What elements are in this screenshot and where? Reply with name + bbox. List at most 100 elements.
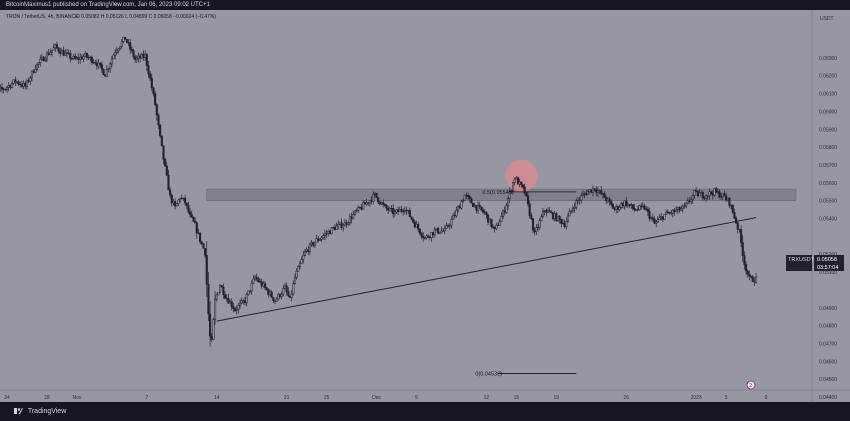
candle-body: [268, 291, 272, 295]
candle-body: [217, 292, 220, 296]
price-tick-label: 0.05400: [819, 217, 837, 223]
candle-body: [292, 283, 295, 295]
time-axis: 24 28 Nov 7 14 21 25 Dec 5 12 15 19 26 2023 5 9: [4, 395, 767, 401]
candle-body: [753, 281, 756, 283]
candle-body: [140, 54, 143, 59]
fib-layer: 0.5(0.05549) 0(0.04532): [475, 190, 577, 377]
candle-body: [285, 285, 288, 292]
candle-body: [160, 135, 163, 146]
candle-body: [104, 74, 107, 77]
price-axis-background: [812, 10, 850, 402]
candle-body: [230, 301, 233, 308]
candle: [290, 290, 293, 302]
candle-body: [740, 229, 743, 243]
candle-body: [145, 54, 148, 66]
candle: [393, 209, 396, 217]
candle-body: [390, 208, 393, 210]
candle-body: [700, 192, 703, 194]
time-tick-label: 19: [554, 395, 560, 401]
candle-body: [513, 178, 516, 183]
candle-body: [571, 208, 575, 211]
candle: [169, 187, 172, 199]
candle: [235, 305, 238, 315]
candle: [490, 218, 493, 229]
candle-body: [105, 69, 108, 77]
candle: [214, 291, 217, 325]
candle-body: [492, 226, 495, 228]
candle: [430, 232, 433, 242]
drawing-layer: [216, 217, 757, 322]
candle: [530, 212, 533, 220]
time-tick-label: 9: [765, 395, 768, 401]
candle-body: [238, 302, 242, 306]
candle-body: [640, 205, 643, 207]
candle: [184, 194, 187, 206]
candle: [467, 192, 470, 200]
candle-body: [40, 56, 44, 60]
time-tick-label: 7: [145, 395, 148, 401]
candle-body: [55, 44, 58, 49]
candle: [656, 215, 659, 223]
candle-body: [743, 255, 746, 265]
candle: [571, 205, 575, 213]
candle: [633, 204, 636, 212]
candle-body: [676, 207, 679, 211]
candle-body: [453, 215, 456, 217]
candle: [195, 221, 198, 239]
event-marker-circle[interactable]: [746, 380, 756, 390]
candle-body: [283, 285, 287, 289]
candle: [412, 217, 415, 224]
candle-body: [82, 56, 85, 60]
candle-body: [67, 52, 70, 54]
candle-body: [192, 216, 195, 222]
support-trendline[interactable]: [216, 217, 757, 322]
candle-body: [375, 192, 378, 198]
candle: [751, 274, 754, 282]
candle-body: [630, 204, 633, 206]
candle-body: [215, 294, 218, 300]
candle-body: [670, 212, 673, 214]
candle-body: [54, 44, 57, 49]
candle: [110, 55, 113, 68]
candle-body: [70, 58, 73, 60]
candle: [19, 81, 22, 88]
candle: [658, 214, 661, 221]
candle-body: [255, 276, 258, 280]
candle: [631, 204, 634, 211]
candle-body: [322, 235, 325, 239]
price-chart[interactable]: TRON / TetherUS, 4h, BINANCE O 0.05082 H…: [0, 10, 850, 402]
candle-body: [516, 177, 520, 185]
candle-body: [197, 232, 200, 234]
candle: [487, 214, 490, 226]
candle: [748, 270, 751, 281]
candle-body: [165, 165, 168, 176]
candle-body: [720, 196, 723, 198]
event-marker-label: 2: [749, 383, 752, 389]
candle-body: [270, 291, 273, 298]
price-axis: 0.06300 0.06200 0.06100 0.06000 0.05900 0.058…: [819, 56, 837, 401]
candle-body: [413, 221, 416, 228]
candle-body: [310, 242, 313, 245]
candle-body: [488, 218, 491, 223]
candle-body: [290, 293, 293, 298]
candle-body: [50, 49, 53, 53]
candle: [403, 206, 406, 215]
candle-body: [591, 188, 594, 193]
time-tick-label: Dec: [372, 395, 381, 401]
candle-body: [610, 201, 613, 205]
candle-body: [345, 222, 348, 225]
candle-body: [388, 208, 391, 211]
candle-body: [365, 202, 368, 205]
candle: [0, 83, 4, 93]
candle-body: [713, 188, 716, 196]
candle-body: [60, 50, 63, 54]
price-tick-label: 0.04500: [819, 377, 837, 383]
candle-body: [402, 210, 405, 212]
event-marker[interactable]: 2: [746, 380, 756, 390]
candle-body: [428, 236, 431, 238]
candle: [685, 202, 688, 209]
candle: [204, 247, 207, 259]
candle-body: [90, 56, 93, 63]
candle: [55, 41, 58, 50]
candle-body: [335, 225, 338, 230]
